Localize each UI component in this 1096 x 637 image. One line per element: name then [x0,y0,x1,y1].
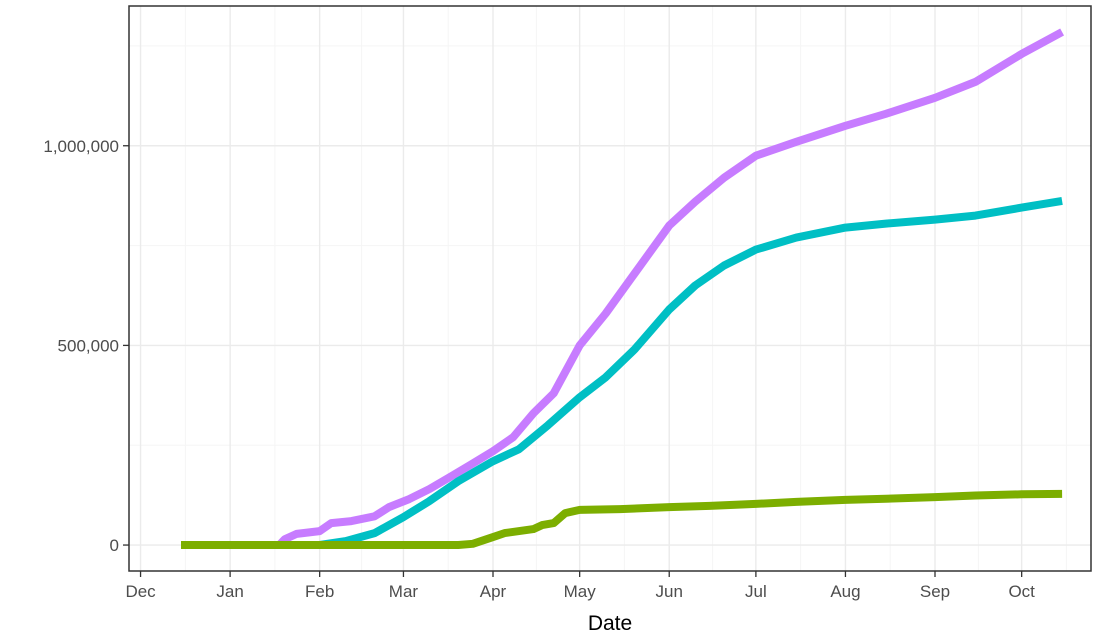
y-tick-label: 0 [110,536,119,555]
x-tick-label: Dec [125,582,156,601]
x-axis: Dec Jan Feb Mar Apr May Jun Jul Aug Sep Oct [125,571,1035,601]
y-tick-label: 1,000,000 [43,137,119,156]
panel-border [128,5,1092,572]
x-tick-label: Oct [1008,582,1035,601]
x-tick-label: Jul [745,582,767,601]
x-tick-label: Apr [480,582,507,601]
x-tick-label: Jun [656,582,683,601]
x-tick-label: Sep [920,582,950,601]
major-gridlines [129,6,1091,571]
series-line-2 [181,196,1063,549]
x-axis-title: Date [588,612,632,635]
x-tick-label: Feb [305,582,334,601]
x-tick-label: Mar [389,582,419,601]
series-line-3 [181,489,1063,549]
series-line-1 [181,28,1065,549]
y-tick-label: 500,000 [58,336,119,355]
x-tick-label: May [564,582,597,601]
x-tick-label: Aug [830,582,860,601]
series-lines [181,28,1065,549]
y-axis: 0 500,000 1,000,000 [43,137,129,555]
x-tick-label: Jan [216,582,243,601]
